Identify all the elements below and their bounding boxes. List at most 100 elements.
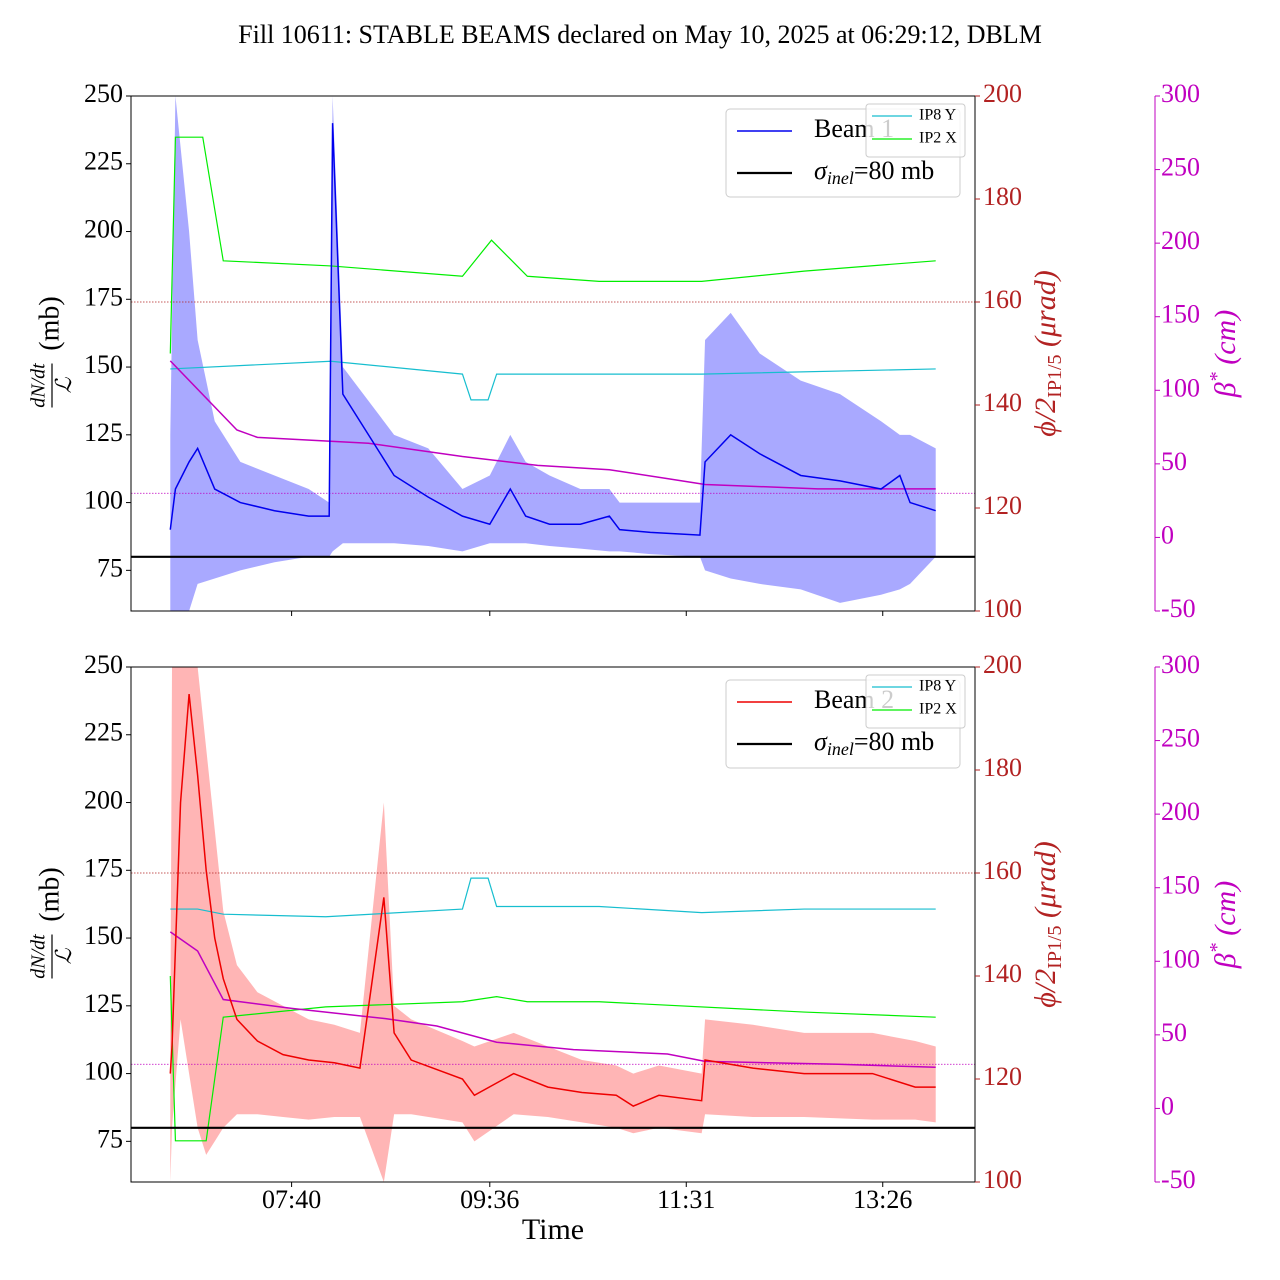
y2-tick-label: 180 xyxy=(983,182,1022,211)
y3-tick-label: 200 xyxy=(1161,797,1200,826)
y-label-numerator: dN/dt xyxy=(28,363,50,408)
x-axis-label: Time xyxy=(522,1213,584,1246)
y2-axis-label: ϕ/2IP1/5 (μrad) xyxy=(1029,841,1066,1007)
y-tick-label: 125 xyxy=(84,418,123,447)
y3-label-main: β xyxy=(1209,953,1242,969)
y-label-unit: (mb) xyxy=(34,296,65,350)
y3-axis-label: β* (cm) xyxy=(1206,310,1242,398)
y3-label-sup: * xyxy=(1206,943,1228,953)
y3-tick-label: 200 xyxy=(1161,226,1200,255)
legend-sigma-text: =80 mb xyxy=(854,727,934,756)
x-tick-label: 07:40 xyxy=(262,1185,321,1214)
y2-label: ϕ/2IP1/5 (μrad) xyxy=(1029,270,1066,436)
y-label-denominator: ℒ xyxy=(51,947,76,964)
y2-label-main: ϕ/2 xyxy=(1029,969,1062,1008)
series-line xyxy=(169,931,936,1068)
series-line xyxy=(170,360,936,401)
y2-label-unit: (μrad) xyxy=(1029,841,1062,918)
y-label-denominator: ℒ xyxy=(51,376,76,393)
y3-tick-label: 0 xyxy=(1161,520,1174,549)
y-label-numerator: dN/dt xyxy=(28,934,50,979)
y3-label: β* (cm) xyxy=(1206,881,1242,969)
y2-tick-label: 180 xyxy=(983,753,1022,782)
plot-frame xyxy=(130,95,976,612)
y2-tick-label: 160 xyxy=(983,856,1022,885)
chart-title: Fill 10611: STABLE BEAMS declared on May… xyxy=(238,20,1042,49)
y3-label-gap xyxy=(1209,936,1242,944)
series-line xyxy=(169,136,936,354)
y3-label-sup: * xyxy=(1206,372,1228,382)
y2-label-main: ϕ/2 xyxy=(1029,398,1062,437)
y-tick-label: 200 xyxy=(84,785,123,814)
y-tick-label: 100 xyxy=(84,1057,123,1086)
y-tick-label: 225 xyxy=(84,147,123,176)
legend-box xyxy=(865,103,966,158)
y-tick-label: 75 xyxy=(97,1124,123,1153)
band xyxy=(170,96,936,611)
y2-tick-label: 200 xyxy=(983,79,1022,108)
y2-axis-label: ϕ/2IP1/5 (μrad) xyxy=(1029,270,1066,436)
series-line xyxy=(169,975,936,1142)
y3-label-unit: (cm) xyxy=(1209,310,1242,365)
legend-label: IP8 Y xyxy=(919,678,957,695)
plot-area xyxy=(131,667,975,1182)
y3-tick-label: 300 xyxy=(1161,650,1200,679)
legend-label: IP2 X xyxy=(919,130,957,147)
y-tick-label: 200 xyxy=(84,214,123,243)
y2-label-sub: IP1/5 xyxy=(1044,355,1066,398)
y3-tick-label: 100 xyxy=(1161,373,1200,402)
y2-tick-label: 100 xyxy=(983,1165,1022,1194)
y3-tick-label: 150 xyxy=(1161,300,1200,329)
legend-sigma-sub: inel xyxy=(827,739,854,759)
y2-label: ϕ/2IP1/5 (μrad) xyxy=(1029,841,1066,1007)
y3-tick-label: 300 xyxy=(1161,79,1200,108)
y-axis-label: dN/dt ℒ (mb) xyxy=(28,867,76,978)
y2-tick-label: 140 xyxy=(983,388,1022,417)
plot-area xyxy=(131,96,975,611)
y2-label-sub: IP1/5 xyxy=(1044,926,1066,969)
y3-label-unit: (cm) xyxy=(1209,881,1242,936)
y-tick-label: 225 xyxy=(84,718,123,747)
y3-axis-label: β* (cm) xyxy=(1206,881,1242,969)
y-tick-label: 175 xyxy=(84,853,123,882)
y2-label-gap xyxy=(1029,918,1062,926)
y3-tick-label: -50 xyxy=(1161,1165,1196,1194)
y-tick-label: 75 xyxy=(97,553,123,582)
y-tick-label: 250 xyxy=(84,79,123,108)
series-line xyxy=(169,694,936,1107)
legend-sigma-sub: inel xyxy=(827,168,854,188)
y2-tick-label: 120 xyxy=(983,1062,1022,1091)
legend-label: IP2 X xyxy=(919,701,957,718)
y-tick-label: 150 xyxy=(84,350,123,379)
plot-frame xyxy=(130,666,976,1183)
y3-label-gap xyxy=(1209,365,1242,373)
legend-sigma: σ xyxy=(814,727,828,756)
y3-tick-label: 50 xyxy=(1161,447,1187,476)
legend-label: IP8 Y xyxy=(919,107,957,124)
y3-tick-label: 250 xyxy=(1161,724,1200,753)
y2-tick-label: 140 xyxy=(983,959,1022,988)
series-line xyxy=(169,360,936,490)
y2-tick-label: 120 xyxy=(983,491,1022,520)
y3-tick-label: 50 xyxy=(1161,1018,1187,1047)
series-line xyxy=(170,877,936,918)
y3-tick-label: -50 xyxy=(1161,594,1196,623)
y3-tick-label: 100 xyxy=(1161,944,1200,973)
legend-sigma-text: =80 mb xyxy=(854,156,934,185)
y-tick-label: 150 xyxy=(84,921,123,950)
legend-label: σinel=80 mb xyxy=(814,156,934,188)
legend-label: σinel=80 mb xyxy=(814,727,934,759)
x-tick-label: 11:31 xyxy=(657,1185,715,1214)
y-axis-label: dN/dt ℒ (mb) xyxy=(28,296,76,407)
series-line xyxy=(169,123,936,536)
y-label-unit: (mb) xyxy=(34,867,65,921)
y-tick-label: 100 xyxy=(84,486,123,515)
y3-label-main: β xyxy=(1209,382,1242,398)
y-tick-label: 125 xyxy=(84,989,123,1018)
legend-sigma: σ xyxy=(814,156,828,185)
y-tick-label: 250 xyxy=(84,650,123,679)
x-tick-label: 13:26 xyxy=(853,1185,912,1214)
y3-label: β* (cm) xyxy=(1206,310,1242,398)
y2-label-unit: (μrad) xyxy=(1029,270,1062,347)
